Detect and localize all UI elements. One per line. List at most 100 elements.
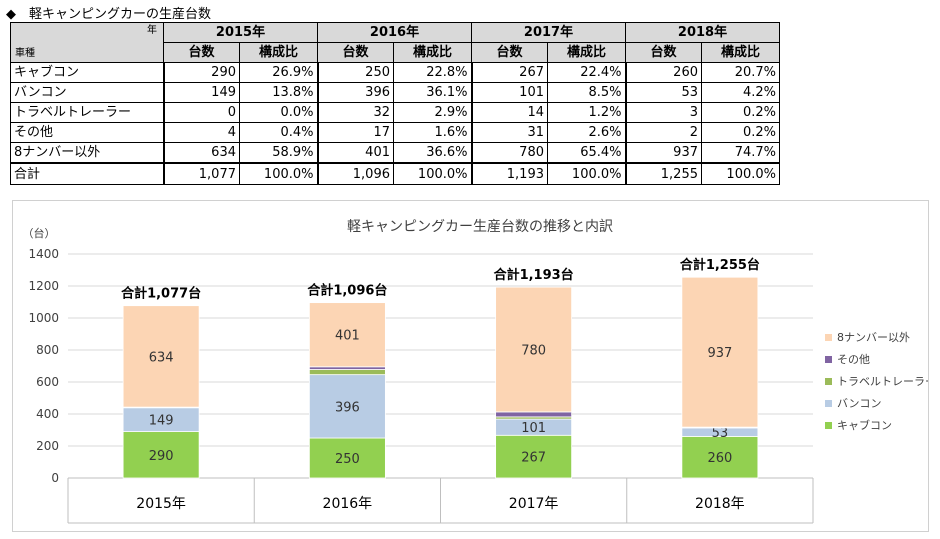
year-header: 2018年 <box>625 22 780 43</box>
data-label: 53 <box>712 426 729 441</box>
table-row: 8ナンバー以外 634 58.9% 401 36.6% 780 65.4% 937 74.7% <box>10 142 780 164</box>
ratio-cell: 0.0% <box>239 102 318 123</box>
bar-segment <box>308 374 386 439</box>
count-cell: 101 <box>470 82 548 103</box>
ratio-cell: 100.0% <box>239 162 318 185</box>
ratio-cell: 2.6% <box>547 122 626 143</box>
corner-year-label: 年 <box>147 25 157 36</box>
page-heading: ◆ 軽キャンピングカーの生産台数 <box>6 7 211 22</box>
data-label: 780 <box>521 344 546 359</box>
data-label: 260 <box>707 451 732 466</box>
x-tick-label: 2017年 <box>509 496 559 512</box>
data-label: 267 <box>521 451 546 466</box>
year-header: 2017年 <box>471 22 626 43</box>
total-label: 合計1,077台 <box>121 286 201 302</box>
production-table: 年 車種 2015年 2016年 2017年 2018年 台数 構成比 台数 構成比台… <box>10 22 780 185</box>
bar-segment <box>495 434 573 479</box>
y-tick-label: 400 <box>36 407 59 421</box>
count-cell: 1,193 <box>470 162 548 185</box>
table-row: キャブコン 290 26.9% 250 22.8% 267 22.4% 260 20.7% <box>10 62 780 83</box>
legend-label: キャブコン <box>837 418 892 432</box>
total-row: 合計 1,077 100.0% 1,096 100.0% 1,193 100.0% 1,255… <box>10 162 780 185</box>
ratio-cell: 20.7% <box>701 62 780 83</box>
ratio-subheader: 構成比 <box>393 42 472 63</box>
y-tick-label: 1400 <box>28 247 59 261</box>
count-cell: 53 <box>624 82 702 103</box>
y-tick-label: 200 <box>36 439 59 453</box>
ratio-cell: 36.1% <box>393 82 472 103</box>
count-subheader: 台数 <box>317 42 394 63</box>
ratio-cell: 8.5% <box>547 82 626 103</box>
legend-swatch <box>825 400 832 407</box>
ratio-cell: 26.9% <box>239 62 318 83</box>
ratio-subheader: 構成比 <box>239 42 318 63</box>
count-cell: 290 <box>162 62 240 83</box>
count-cell: 32 <box>316 102 394 123</box>
data-label: 396 <box>335 400 360 415</box>
bar-segment <box>308 366 386 370</box>
count-cell: 4 <box>162 122 240 143</box>
count-cell: 937 <box>624 142 702 164</box>
table-row: トラベルトレーラー 0 0.0% 32 2.9% 14 1.2% 3 0.2% <box>10 102 780 123</box>
count-cell: 250 <box>316 62 394 83</box>
count-cell: 31 <box>470 122 548 143</box>
year-header: 2015年 <box>163 22 318 43</box>
row-label: その他 <box>10 122 164 143</box>
ratio-cell: 1.2% <box>547 102 626 123</box>
legend-label: その他 <box>837 353 870 366</box>
ratio-cell: 4.2% <box>701 82 780 103</box>
count-cell: 2 <box>624 122 702 143</box>
data-label: 937 <box>707 346 732 361</box>
count-cell: 267 <box>470 62 548 83</box>
count-cell: 3 <box>624 102 702 123</box>
legend-label: 8ナンバー以外 <box>837 331 910 344</box>
row-label: 8ナンバー以外 <box>10 142 164 164</box>
ratio-cell: 58.9% <box>239 142 318 164</box>
legend-swatch <box>825 334 832 341</box>
bar-segment <box>122 431 200 479</box>
ratio-cell: 0.2% <box>701 122 780 143</box>
ratio-cell: 100.0% <box>701 162 780 185</box>
count-subheader: 台数 <box>471 42 548 63</box>
legend-swatch <box>825 378 832 385</box>
data-label: 149 <box>149 414 174 429</box>
count-subheader: 台数 <box>163 42 240 63</box>
table-corner-header: 年 車種 <box>10 22 164 63</box>
data-label: 401 <box>335 329 360 344</box>
count-cell: 260 <box>624 62 702 83</box>
ratio-cell: 0.4% <box>239 122 318 143</box>
count-cell: 1,096 <box>316 162 394 185</box>
corner-type-label: 車種 <box>15 48 35 59</box>
chart-container: 軽キャンピングカー生産台数の推移と内訳 （台） 0 200 400 600 800 1000 1… <box>12 200 936 532</box>
ratio-cell: 65.4% <box>547 142 626 164</box>
row-label: 合計 <box>10 162 164 185</box>
table-row: その他 4 0.4% 17 1.6% 31 2.6% 2 0.2% <box>10 122 780 143</box>
ratio-cell: 100.0% <box>547 162 626 185</box>
ratio-cell: 13.8% <box>239 82 318 103</box>
x-tick-label: 2016年 <box>323 496 373 512</box>
data-label: 250 <box>335 452 360 467</box>
legend-swatch <box>825 356 832 363</box>
row-label: トラベルトレーラー <box>10 102 164 123</box>
count-cell: 401 <box>316 142 394 164</box>
bar-segment <box>495 411 573 418</box>
ratio-cell: 36.6% <box>393 142 472 164</box>
chart-title: 軽キャンピングカー生産台数の推移と内訳 <box>347 219 613 235</box>
bar-segment <box>308 437 386 479</box>
count-cell: 780 <box>470 142 548 164</box>
ratio-cell: 2.9% <box>393 102 472 123</box>
bar-segment <box>308 369 386 376</box>
y-axis-label: （台） <box>23 226 56 240</box>
total-label: 合計1,255台 <box>680 257 760 273</box>
year-header: 2016年 <box>317 22 472 43</box>
ratio-subheader: 構成比 <box>701 42 780 63</box>
total-label: 合計1,193台 <box>494 267 574 283</box>
total-label: 合計1,096台 <box>307 283 387 299</box>
y-tick-label: 600 <box>36 375 59 389</box>
ratio-subheader: 構成比 <box>547 42 626 63</box>
count-cell: 396 <box>316 82 394 103</box>
table-row: バンコン 149 13.8% 396 36.1% 101 8.5% 53 4.2% <box>10 82 780 103</box>
count-cell: 14 <box>470 102 548 123</box>
row-label: バンコン <box>10 82 164 103</box>
x-tick-label: 2018年 <box>695 496 745 512</box>
